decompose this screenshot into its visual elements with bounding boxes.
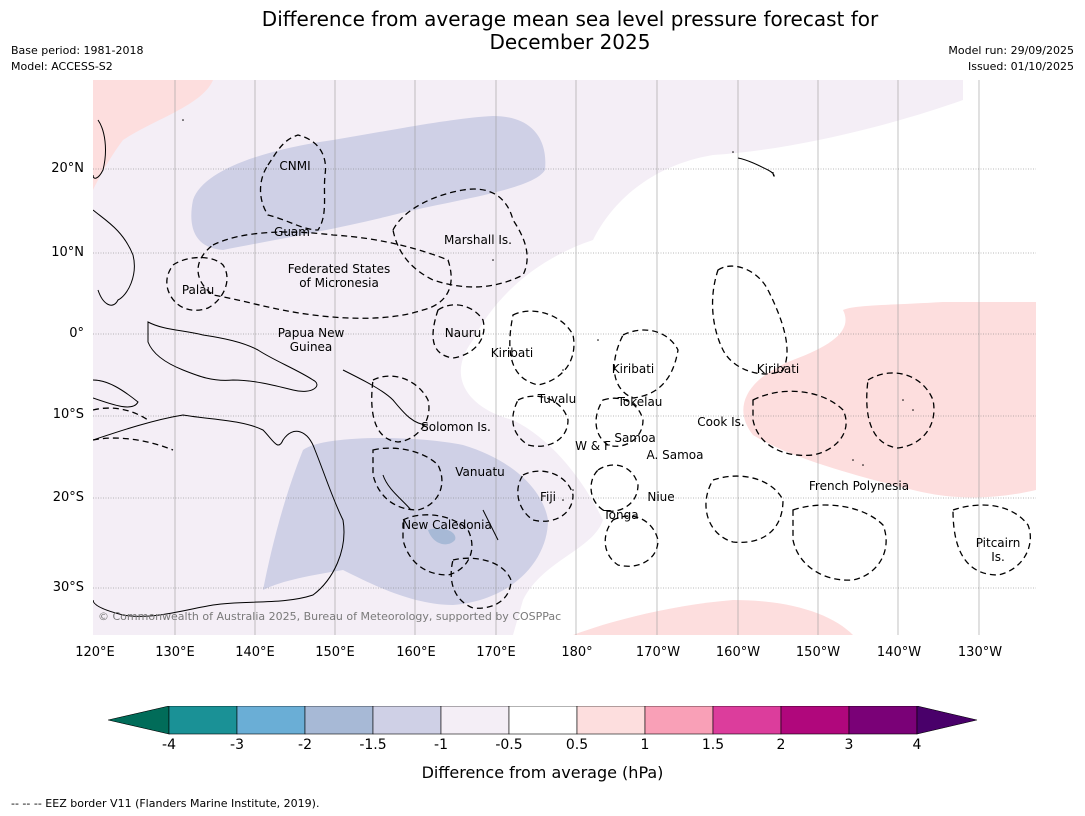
lat-label-20s: 20°S xyxy=(52,490,84,505)
colorbar-tick-label: 4 xyxy=(912,737,922,753)
colorbar-tick-label: 2 xyxy=(776,737,786,753)
anomaly-field-north-blue xyxy=(191,116,546,250)
colorbar-cell xyxy=(576,706,646,735)
region-label-vanuatu: Vanuatu xyxy=(455,465,505,479)
lat-label-10n: 10°N xyxy=(51,245,84,260)
colorbar-cells xyxy=(168,706,918,735)
region-label-new-caledonia: New Caledonia xyxy=(402,518,492,532)
region-label-niue: Niue xyxy=(647,490,675,504)
region-label-cnmi: CNMI xyxy=(279,159,311,173)
map-panel xyxy=(93,80,1036,635)
anomaly-field-south-blue-core xyxy=(428,528,456,545)
region-label-palau: Palau xyxy=(181,283,215,297)
anomaly-field-south-blue xyxy=(263,438,548,605)
colorbar-tick-label: -1.5 xyxy=(359,737,387,753)
anomaly-field-pink-south xyxy=(573,600,853,635)
coastlines xyxy=(93,119,775,617)
colorbar-tick-label: -2 xyxy=(298,737,312,753)
colorbar-label: Difference from average (hPa) xyxy=(421,763,664,782)
graticule-meridians xyxy=(174,80,980,635)
colorbar-tick-label: 0.5 xyxy=(565,737,589,753)
lon-label-170w: 170°W xyxy=(635,645,681,660)
lon-label-120e: 120°E xyxy=(75,645,115,660)
region-label-solomon: Solomon Is. xyxy=(421,420,491,434)
colorbar-cell xyxy=(440,706,510,735)
lat-label-30s: 30°S xyxy=(52,580,84,595)
region-label-kiribati-central: Kiribati xyxy=(611,362,655,376)
colorbar-cell xyxy=(508,706,578,735)
colorbar-under-triangle xyxy=(108,706,170,735)
colorbar-cell xyxy=(712,706,782,735)
colorbar-tick-label: -1 xyxy=(434,737,448,753)
eez-border-note: -- -- -- EEZ border V11 (Flanders Marine… xyxy=(11,797,320,810)
region-label-cook: Cook Is. xyxy=(697,415,745,429)
region-label-tokelau: Tokelau xyxy=(617,395,663,409)
region-label-png: Papua New Guinea xyxy=(277,326,345,354)
region-label-marshall: Marshall Is. xyxy=(444,233,512,247)
colorbar-cell xyxy=(304,706,374,735)
issued-date: Issued: 01/10/2025 xyxy=(967,60,1074,73)
region-label-nauru: Nauru xyxy=(444,326,482,340)
colorbar-cell xyxy=(848,706,918,735)
colorbar-cell xyxy=(236,706,306,735)
lon-label-140w: 140°W xyxy=(876,645,922,660)
region-label-kiribati-east: Kiribati xyxy=(756,362,800,376)
title-line-2: December 2025 xyxy=(489,30,651,54)
colorbar-cell xyxy=(372,706,442,735)
colorbar-tick-label: -0.5 xyxy=(495,737,523,753)
colorbar-tick-label: 3 xyxy=(844,737,854,753)
region-label-kiribati-west: Kiribati xyxy=(490,346,534,360)
region-label-wallis-futuna: W & F xyxy=(575,439,611,453)
map-canvas xyxy=(93,80,1036,635)
model-run: Model run: 29/09/2025 xyxy=(948,44,1074,57)
colorbar-cell xyxy=(644,706,714,735)
region-label-micronesia: Federated States of Micronesia xyxy=(287,262,391,290)
lon-label-140e: 140°E xyxy=(235,645,275,660)
lon-label-160w: 160°W xyxy=(715,645,761,660)
colorbar-cell xyxy=(780,706,850,735)
lon-label-170e: 170°E xyxy=(476,645,516,660)
lon-label-130e: 130°E xyxy=(155,645,195,660)
base-period: Base period: 1981-2018 xyxy=(11,44,144,57)
colorbar-tick-label: -3 xyxy=(230,737,244,753)
colorbar xyxy=(108,706,978,735)
region-label-pitcairn: Pitcairn Is. xyxy=(975,536,1021,564)
lat-label-20n: 20°N xyxy=(51,161,84,176)
region-label-samoa: Samoa xyxy=(614,431,656,445)
region-label-guam: Guam xyxy=(274,225,310,239)
colorbar-tick-label: -4 xyxy=(162,737,176,753)
lat-label-0: 0° xyxy=(69,326,84,341)
region-label-tonga: Tonga xyxy=(603,508,639,522)
lon-label-130w: 130°W xyxy=(957,645,1003,660)
region-label-tuvalu: Tuvalu xyxy=(537,392,577,406)
island-dots xyxy=(182,119,914,501)
map-title: Difference from average mean sea level p… xyxy=(180,8,960,54)
lon-label-150w: 150°W xyxy=(795,645,841,660)
colorbar-tick-label: 1 xyxy=(640,737,650,753)
lon-label-160e: 160°E xyxy=(396,645,436,660)
anomaly-field-pink-nw xyxy=(93,80,213,190)
title-line-1: Difference from average mean sea level p… xyxy=(261,7,879,31)
colorbar-tick-label: 1.5 xyxy=(701,737,725,753)
model-name: Model: ACCESS-S2 xyxy=(11,60,113,73)
region-label-american-samoa: A. Samoa xyxy=(646,448,704,462)
lon-label-150e: 150°E xyxy=(315,645,355,660)
lon-label-180: 180° xyxy=(561,645,593,660)
meta-left: Base period: 1981-2018 Model: ACCESS-S2 xyxy=(11,43,143,75)
eez-borders xyxy=(93,134,1031,609)
copyright-notice: © Commonwealth of Australia 2025, Bureau… xyxy=(98,610,562,623)
lat-label-10s: 10°S xyxy=(52,407,84,422)
region-label-fiji: Fiji xyxy=(539,490,557,504)
colorbar-over-triangle xyxy=(916,706,978,735)
colorbar-cell xyxy=(168,706,238,735)
anomaly-field-pink-east xyxy=(743,302,1036,498)
graticule-parallels xyxy=(93,168,1036,589)
meta-right: Model run: 29/09/2025 Issued: 01/10/2025 xyxy=(948,43,1074,75)
region-label-french-polynesia: French Polynesia xyxy=(808,479,910,493)
